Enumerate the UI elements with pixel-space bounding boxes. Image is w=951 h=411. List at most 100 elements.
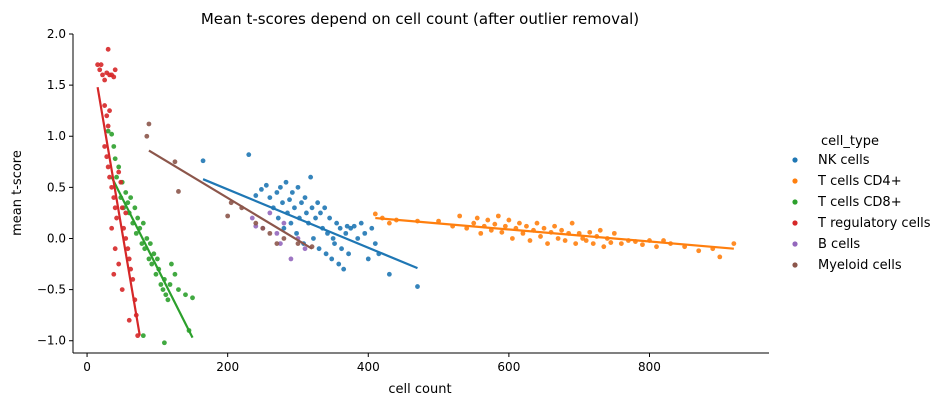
data-point <box>288 220 294 226</box>
data-point <box>358 220 364 226</box>
data-point <box>105 123 111 129</box>
data-point <box>457 213 463 219</box>
data-point <box>105 164 111 170</box>
data-point <box>520 230 526 236</box>
data-point <box>478 230 484 236</box>
y-tick-label: 0.0 <box>47 231 66 245</box>
data-point <box>111 74 117 80</box>
y-tick-label: −1.0 <box>37 334 66 348</box>
data-point <box>611 230 617 236</box>
data-point <box>696 248 702 254</box>
data-point <box>111 271 117 277</box>
data-point <box>534 220 540 226</box>
data-point <box>336 261 342 267</box>
data-point <box>105 46 111 52</box>
data-point <box>355 236 361 241</box>
data-point <box>109 225 115 231</box>
data-point <box>274 190 280 195</box>
data-point <box>95 62 101 68</box>
data-point <box>118 179 124 185</box>
data-point <box>146 256 152 262</box>
legend-label: T regulatory cells <box>817 216 931 231</box>
legend-marker <box>792 178 798 184</box>
data-point <box>569 220 575 226</box>
data-point <box>365 256 371 262</box>
chart-title: Mean t-scores depend on cell count (afte… <box>201 10 639 28</box>
data-point <box>169 261 174 267</box>
data-point <box>527 238 533 243</box>
data-point <box>308 174 314 180</box>
data-point <box>316 246 322 252</box>
data-point <box>102 77 108 83</box>
data-point <box>116 169 122 175</box>
data-point <box>144 236 150 241</box>
data-point <box>274 241 280 246</box>
x-tick-label: 0 <box>83 360 91 374</box>
x-axis-label: cell count <box>388 382 451 397</box>
data-point <box>135 215 141 221</box>
legend-marker <box>792 199 798 205</box>
data-point <box>267 230 273 236</box>
data-point <box>499 229 505 235</box>
data-point <box>344 223 350 229</box>
data-point <box>337 225 343 231</box>
x-tick-label: 600 <box>497 360 520 374</box>
regression-line <box>375 216 734 250</box>
data-point <box>640 242 645 248</box>
data-point <box>176 189 181 194</box>
y-tick-label: −0.5 <box>37 283 66 297</box>
data-point <box>362 230 368 236</box>
data-point <box>176 287 181 293</box>
data-point <box>249 215 255 221</box>
data-point <box>495 213 501 219</box>
data-point <box>107 108 112 114</box>
data-point <box>339 246 344 252</box>
data-point <box>552 223 557 229</box>
data-point <box>509 236 515 241</box>
y-tick-label: 1.0 <box>47 129 66 143</box>
data-point <box>372 211 378 217</box>
data-point <box>506 217 512 223</box>
data-point <box>107 174 112 180</box>
data-point <box>277 241 283 246</box>
data-point <box>112 67 118 73</box>
data-point <box>313 215 318 221</box>
data-point <box>415 284 420 289</box>
data-point <box>562 238 568 243</box>
legend-label: T cells CD8+ <box>817 195 902 210</box>
data-point <box>123 210 129 216</box>
data-point <box>146 121 152 127</box>
data-point <box>119 205 125 211</box>
data-point <box>323 251 329 257</box>
data-point <box>104 154 110 160</box>
data-point <box>295 241 301 246</box>
data-point <box>140 333 146 339</box>
data-point <box>132 205 138 211</box>
data-point <box>125 200 131 206</box>
data-point <box>112 156 118 162</box>
y-tick-label: 1.5 <box>47 78 66 92</box>
data-point <box>541 225 547 231</box>
data-point <box>225 213 231 219</box>
data-point <box>263 182 269 188</box>
data-point <box>172 159 178 165</box>
data-point <box>111 144 117 149</box>
data-point <box>123 190 129 195</box>
data-point <box>149 261 155 267</box>
data-point <box>299 200 304 206</box>
data-point <box>259 187 264 192</box>
regression-line <box>110 176 194 339</box>
data-point <box>545 241 550 246</box>
data-point <box>327 215 333 221</box>
data-point <box>200 158 206 164</box>
data-point <box>351 223 357 229</box>
legend-marker <box>792 220 798 226</box>
data-point <box>167 282 173 287</box>
legend-label: B cells <box>818 237 860 252</box>
data-point <box>153 271 159 277</box>
data-point <box>267 210 273 216</box>
data-point <box>253 220 259 226</box>
data-point <box>292 205 297 211</box>
data-point <box>144 133 150 139</box>
data-point <box>502 223 508 229</box>
